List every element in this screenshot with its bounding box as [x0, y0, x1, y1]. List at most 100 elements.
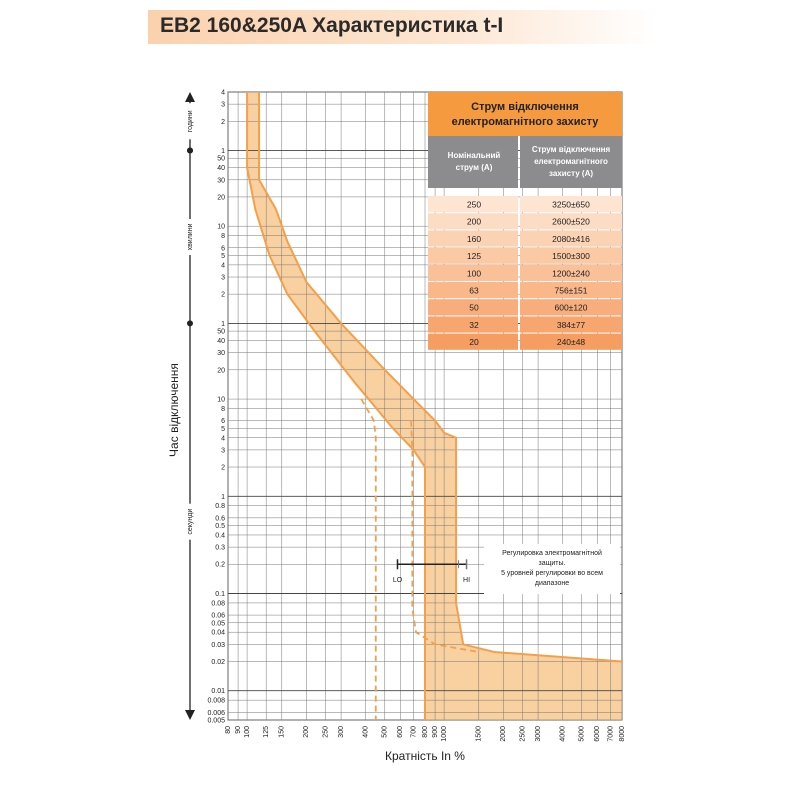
y-tick-label: 10 — [217, 397, 225, 404]
x-tick-label: 3000 — [535, 726, 542, 742]
annotation-text: 5 уровней регулировки во всем — [501, 569, 603, 577]
table-row-bg — [520, 333, 622, 350]
y-tick-label: 4 — [221, 435, 225, 442]
y-tick-label: 1 — [221, 494, 225, 501]
y-tick-label: 1 — [221, 321, 225, 328]
y-tick-label: 30 — [217, 350, 225, 357]
table-row-bg — [428, 196, 518, 213]
table-title: електромагнітного захисту — [452, 116, 600, 128]
table-row-bg — [520, 230, 622, 247]
title-bar — [148, 10, 658, 44]
x-axis-title: Кратність In % — [385, 749, 465, 763]
y-tick-label: 2 — [221, 292, 225, 299]
time-axis-arrow-down — [185, 710, 195, 720]
band-lower-curve — [246, 92, 426, 720]
x-tick-label: 200 — [303, 726, 310, 738]
y-tick-label: 30 — [217, 177, 225, 184]
time-axis-divider — [187, 147, 193, 154]
x-tick-label: 125 — [263, 726, 270, 738]
y-tick-label: 0.006 — [207, 710, 225, 717]
y-tick-label: 0.008 — [207, 698, 225, 705]
x-tick-label: 400 — [363, 726, 370, 738]
table-row-bg — [428, 247, 518, 264]
table-row-bg — [428, 333, 518, 350]
table-row-bg — [520, 196, 622, 213]
y-tick-label: 5 — [221, 253, 225, 260]
time-axis-arrow-up — [185, 92, 195, 102]
x-tick-label: 150 — [279, 726, 286, 738]
y-tick-label: 2 — [221, 119, 225, 126]
x-tick-label: 5000 — [579, 726, 586, 742]
y-tick-label: 8 — [221, 233, 225, 240]
table-cell-nominal: 20 — [469, 337, 479, 347]
y-tick-label: 0.03 — [211, 642, 225, 649]
y-tick-label: 4 — [221, 90, 225, 97]
table-row-bg — [520, 213, 622, 230]
x-tick-label: 80 — [225, 726, 232, 734]
y-tick-label: 0.04 — [211, 630, 225, 637]
magnetic-max-curve — [410, 420, 479, 653]
y-tick-label: 50 — [217, 156, 225, 163]
y-tick-label: 0.5 — [215, 523, 225, 530]
x-tick-label: 800 — [422, 726, 429, 738]
table-cell-trip: 1500±300 — [552, 251, 590, 261]
annotation-text: защиты. — [539, 560, 566, 567]
time-section-label: години — [187, 110, 194, 132]
table-row-bg — [428, 282, 518, 299]
x-tick-label: 6000 — [594, 726, 601, 742]
table-cell-trip: 756±151 — [554, 286, 587, 296]
time-section-label-bg — [186, 503, 194, 540]
table-row-bg — [520, 264, 622, 281]
table-cell-trip: 240±48 — [557, 337, 586, 347]
x-tick-label: 8000 — [619, 726, 626, 742]
magnetic-min-curve — [360, 398, 377, 720]
table-cell-trip: 2600±520 — [552, 217, 590, 227]
x-tick-label: 300 — [338, 726, 345, 738]
table-cell-nominal: 32 — [469, 320, 479, 330]
annotation-bg — [484, 544, 620, 594]
y-tick-label: 3 — [221, 102, 225, 109]
x-tick-label: 90 — [235, 726, 242, 734]
band-upper-curve — [258, 92, 623, 663]
table-row-bg — [520, 247, 622, 264]
x-tick-label: 600 — [397, 726, 404, 738]
x-tick-label: 100 — [244, 726, 251, 738]
x-tick-label: 2000 — [500, 726, 507, 742]
y-tick-label: 1 — [221, 148, 225, 155]
y-tick-label: 2 — [221, 465, 225, 472]
table-cell-trip: 600±120 — [554, 303, 587, 313]
table-col1-header-bg — [428, 136, 518, 188]
y-tick-label: 0.08 — [211, 600, 225, 607]
table-cell-nominal: 125 — [467, 251, 481, 261]
y-tick-label: 50 — [217, 329, 225, 336]
y-tick-label: 6 — [221, 418, 225, 425]
x-tick-label: 500 — [382, 726, 389, 738]
table-col1-header: Номінальний — [448, 151, 501, 160]
table-cell-nominal: 63 — [469, 286, 479, 296]
y-tick-label: 0.2 — [215, 562, 225, 569]
page-title: EB2 160&250A Характеристика t-I — [160, 14, 504, 37]
table-col1-header: струм (А) — [456, 163, 493, 172]
y-tick-label: 40 — [217, 165, 225, 172]
y-tick-label: 0.05 — [211, 620, 225, 627]
table-col2-header: захисту (А) — [549, 169, 593, 178]
table-row-bg — [428, 230, 518, 247]
x-tick-label: 1000 — [441, 726, 448, 742]
table-cell-nominal: 250 — [467, 200, 481, 210]
y-tick-label: 0.02 — [211, 659, 225, 666]
x-tick-label: 900 — [432, 726, 439, 738]
annotation-text: Регулировка электромагнітной — [502, 549, 602, 557]
x-tick-label: 7000 — [607, 726, 614, 742]
time-section-label: хвилини — [187, 223, 194, 250]
table-row-bg — [428, 316, 518, 333]
table-col2-header: Струм відключення — [532, 145, 611, 154]
y-tick-label: 4 — [221, 262, 225, 269]
x-tick-label: 4000 — [560, 726, 567, 742]
table-title: Струм відключення — [471, 101, 579, 113]
y-tick-label: 10 — [217, 224, 225, 231]
y-tick-label: 0.005 — [207, 718, 225, 725]
table-row-bg — [428, 299, 518, 316]
y-axis-title: Час відключення — [167, 363, 181, 457]
y-tick-label: 3 — [221, 447, 225, 454]
